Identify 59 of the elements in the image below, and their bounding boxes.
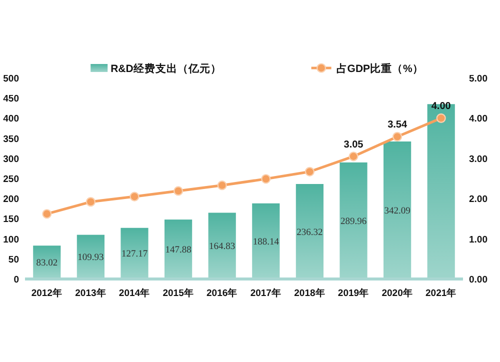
y2-tick-label: 3.00 bbox=[469, 154, 488, 165]
point bbox=[42, 209, 52, 219]
point bbox=[436, 113, 446, 123]
x-tick-label: 2016年 bbox=[206, 287, 238, 299]
y2-tick-label: 4.00 bbox=[469, 114, 488, 125]
point bbox=[217, 180, 227, 190]
data-label: 236.32 bbox=[296, 228, 324, 238]
y-tick-label: 300 bbox=[3, 154, 19, 165]
point bbox=[130, 192, 140, 202]
data-label: 164.83 bbox=[209, 242, 236, 252]
point bbox=[304, 166, 314, 176]
x-tick-label: 2015年 bbox=[162, 287, 194, 299]
legend-label: R&D经费支出（亿元） bbox=[110, 62, 222, 75]
data-label: 147.88 bbox=[165, 246, 192, 256]
data-label: 3.05 bbox=[344, 139, 364, 150]
bar bbox=[252, 203, 280, 279]
bar bbox=[384, 141, 412, 279]
data-label: 4.00 bbox=[431, 101, 452, 112]
x-tick-label: 2021年 bbox=[426, 287, 457, 299]
y-tick-label: 150 bbox=[3, 214, 19, 226]
data-label: 3.54 bbox=[388, 120, 408, 131]
y2-tick-label: 1.00 bbox=[469, 234, 488, 246]
bar bbox=[208, 212, 236, 279]
data-label: 289.96 bbox=[340, 217, 367, 228]
legend-label: 占GDP比重（%） bbox=[336, 62, 424, 75]
bar bbox=[296, 184, 324, 279]
y2-tick-label: 2.00 bbox=[469, 194, 488, 206]
point bbox=[261, 174, 271, 184]
data-label: 109.93 bbox=[78, 253, 104, 264]
bar bbox=[164, 220, 192, 279]
point bbox=[392, 132, 402, 142]
y-tick-label: 200 bbox=[3, 194, 19, 206]
x-tick-label: 2018年 bbox=[294, 287, 326, 299]
bar bbox=[120, 228, 148, 279]
y2-tick-label: 5.00 bbox=[469, 74, 488, 84]
y-tick-label: 400 bbox=[3, 114, 19, 125]
y2-tick-label: 0.00 bbox=[469, 274, 488, 286]
point bbox=[174, 186, 184, 196]
data-label: 342.09 bbox=[384, 206, 411, 217]
y-tick-label: 250 bbox=[3, 174, 19, 185]
x-tick-label: 2013年 bbox=[75, 287, 106, 299]
y-tick-label: 50 bbox=[8, 254, 19, 266]
x-tick-label: 2012年 bbox=[31, 287, 62, 299]
bar bbox=[427, 104, 455, 279]
x-tick-label: 2017年 bbox=[250, 287, 282, 299]
bar bbox=[340, 162, 368, 279]
data-label: 188.14 bbox=[252, 237, 280, 248]
point bbox=[86, 197, 96, 207]
y-tick-label: 0 bbox=[14, 274, 19, 286]
point bbox=[348, 152, 358, 162]
y-tick-label: 100 bbox=[3, 234, 19, 246]
y-tick-label: 500 bbox=[3, 74, 19, 84]
data-label: 127.17 bbox=[121, 250, 148, 260]
x-tick-label: 2020年 bbox=[382, 287, 413, 299]
x-tick-label: 2019年 bbox=[338, 287, 370, 299]
data-label: 83.02 bbox=[36, 258, 58, 269]
y-tick-label: 450 bbox=[3, 94, 19, 105]
x-tick-label: 2014年 bbox=[118, 287, 150, 299]
y-tick-label: 350 bbox=[3, 134, 19, 145]
